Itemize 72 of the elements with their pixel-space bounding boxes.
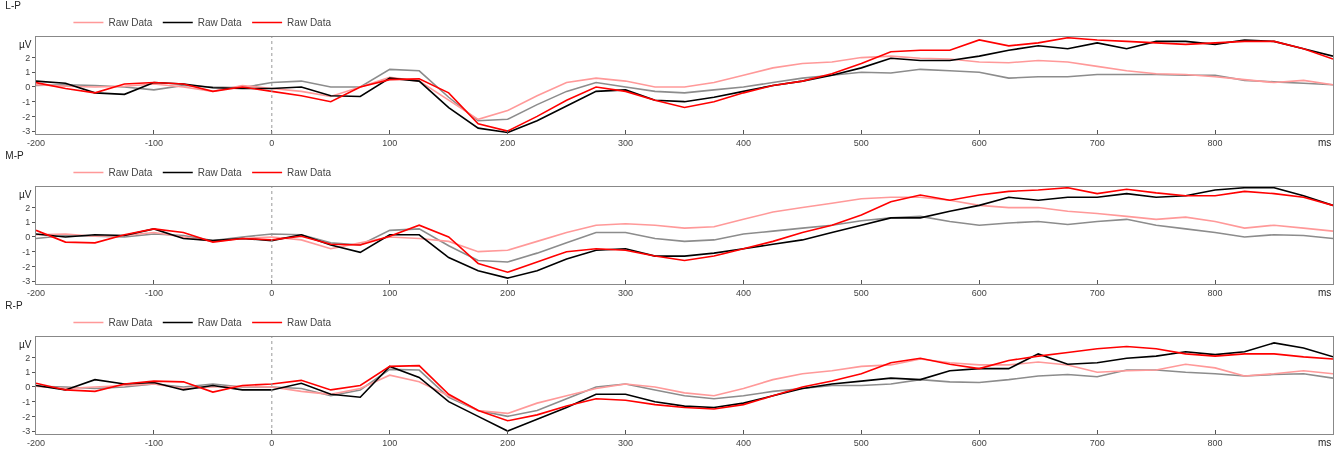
x-tick-label: 200 xyxy=(500,437,516,448)
y-tick-label: 2 xyxy=(25,202,31,213)
legend-label: Raw Data xyxy=(287,17,332,29)
line-series xyxy=(36,55,1333,121)
y-tick-label: -3 xyxy=(22,426,31,437)
x-tick-label: -200 xyxy=(26,437,46,448)
y-axis-title: µV xyxy=(19,189,32,200)
line-series xyxy=(36,196,1333,253)
x-tick-label: 0 xyxy=(269,287,275,298)
legend-label: Raw Data xyxy=(197,167,243,179)
x-tick-label: 0 xyxy=(269,437,275,448)
y-tick-label: -2 xyxy=(22,111,31,122)
x-axis-title: ms xyxy=(1318,137,1332,148)
x-tick-label: 700 xyxy=(1089,287,1105,298)
x-axis-title: ms xyxy=(1318,437,1332,448)
x-tick-label: -100 xyxy=(144,137,163,148)
x-tick-label: 100 xyxy=(382,287,398,298)
x-tick-label: 800 xyxy=(1207,287,1223,298)
x-tick-label: 600 xyxy=(971,437,987,448)
y-tick-label: -3 xyxy=(22,126,31,137)
x-tick-label: 200 xyxy=(500,287,516,298)
y-tick-label: -1 xyxy=(22,246,31,257)
legend-label: Raw Data xyxy=(108,317,153,329)
y-tick-label: -3 xyxy=(22,276,31,287)
y-tick-label: 1 xyxy=(25,367,31,378)
x-tick-label: 600 xyxy=(971,287,987,298)
x-tick-label: 700 xyxy=(1089,137,1105,148)
y-tick-label: 2 xyxy=(25,52,31,63)
x-tick-label: 200 xyxy=(500,137,516,148)
x-tick-label: 500 xyxy=(853,287,869,298)
legend-label: Raw Data xyxy=(287,317,332,329)
x-tick-label: 400 xyxy=(735,287,751,298)
y-tick-label: -1 xyxy=(22,96,31,107)
x-axis-title: ms xyxy=(1318,287,1332,298)
x-tick-label: -100 xyxy=(144,437,163,448)
x-tick-label: 400 xyxy=(735,137,751,148)
y-tick-label: 1 xyxy=(25,67,31,78)
y-tick-label: -2 xyxy=(22,411,31,422)
legend-label: Raw Data xyxy=(197,317,243,329)
chart-title: M-P xyxy=(5,150,25,161)
x-tick-label: 600 xyxy=(971,137,987,148)
y-tick-label: 0 xyxy=(25,382,31,393)
legend-label: Raw Data xyxy=(287,167,332,179)
y-axis-title: µV xyxy=(19,39,32,50)
legend-label: Raw Data xyxy=(108,167,153,179)
x-tick-label: 500 xyxy=(853,437,869,448)
x-tick-label: 100 xyxy=(382,437,398,448)
x-tick-label: -100 xyxy=(144,287,163,298)
x-tick-label: 700 xyxy=(1089,437,1105,448)
y-axis-title: µV xyxy=(19,339,32,350)
x-tick-label: 800 xyxy=(1207,437,1223,448)
y-tick-label: 2 xyxy=(25,352,31,363)
y-tick-label: 1 xyxy=(25,217,31,228)
chart-title: R-P xyxy=(5,300,23,311)
y-tick-label: 0 xyxy=(25,82,31,93)
legend-label: Raw Data xyxy=(197,17,243,29)
legend-label: Raw Data xyxy=(108,17,153,29)
chart-title: L-P xyxy=(5,0,22,11)
y-tick-label: -1 xyxy=(22,396,31,407)
x-tick-label: 500 xyxy=(853,137,869,148)
y-tick-label: 0 xyxy=(25,232,31,243)
x-tick-label: 0 xyxy=(269,137,275,148)
x-tick-label: 300 xyxy=(618,287,634,298)
x-tick-label: -200 xyxy=(26,287,46,298)
x-tick-label: 400 xyxy=(735,437,751,448)
x-tick-label: 800 xyxy=(1207,137,1223,148)
line-series xyxy=(36,358,1333,415)
y-tick-label: -2 xyxy=(22,261,31,272)
x-tick-label: -200 xyxy=(26,137,46,148)
x-tick-label: 300 xyxy=(618,137,634,148)
x-tick-label: 300 xyxy=(618,437,634,448)
x-tick-label: 100 xyxy=(382,137,398,148)
